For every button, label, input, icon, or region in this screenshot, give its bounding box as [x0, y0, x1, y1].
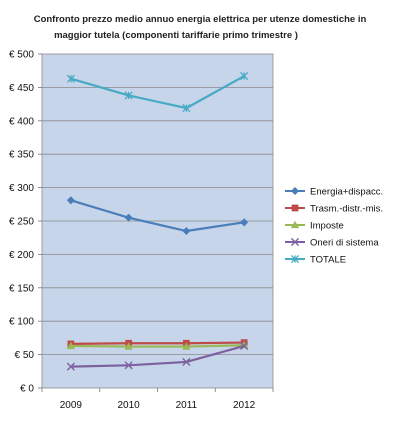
- data-point-marker: [182, 226, 191, 236]
- series-line: [70, 199, 245, 233]
- y-tick-label: € 100: [9, 317, 34, 328]
- chart-title-line-1: Confronto prezzo medio annuo energia ele…: [34, 14, 367, 25]
- data-point-marker: [291, 204, 299, 212]
- data-point-marker: [182, 357, 191, 367]
- data-point-marker: [124, 361, 133, 370]
- data-point-marker: [66, 362, 75, 371]
- y-tick-label: € 50: [15, 350, 35, 361]
- legend-label: Energia+dispacc.: [310, 187, 383, 198]
- data-point-marker: [124, 342, 133, 350]
- y-tick-label: € 200: [9, 250, 34, 261]
- series-line: [70, 344, 245, 368]
- data-point-marker: [124, 91, 133, 100]
- series-group: [66, 71, 249, 113]
- y-tick-label: € 250: [9, 217, 34, 228]
- legend-label: TOTALE: [310, 255, 346, 266]
- data-point-marker: [290, 254, 300, 264]
- legend-entry: Oneri di sistema: [285, 238, 379, 249]
- legend-label: Imposte: [310, 221, 344, 232]
- y-tick-label: € 300: [9, 183, 34, 194]
- x-tick-label: 2012: [233, 400, 256, 411]
- data-point-marker: [290, 186, 300, 196]
- legend-entry: Trasm.-distr.-mis.: [285, 204, 383, 215]
- y-tick-label: € 0: [20, 384, 34, 395]
- gridlines: [42, 87, 273, 356]
- y-tick-label: € 150: [9, 283, 34, 294]
- data-point-marker: [66, 196, 75, 205]
- data-point-marker: [182, 342, 191, 350]
- data-point-marker: [290, 237, 300, 247]
- legend-entry: Imposte: [285, 221, 344, 232]
- data-point-marker: [240, 71, 249, 81]
- series-line: [70, 75, 245, 110]
- data-point-marker: [182, 104, 191, 113]
- data-point-marker: [290, 220, 300, 229]
- data-point-marker: [66, 74, 75, 83]
- series-line: [70, 344, 245, 348]
- data-point-marker: [240, 341, 249, 351]
- data-point-marker: [66, 341, 75, 350]
- x-tick-label: 2011: [176, 400, 198, 411]
- series-group: [66, 341, 249, 371]
- x-tick-label: 2009: [60, 400, 83, 411]
- axes: € 0 € 50 € 100 € 150 € 200 € 250 € 300 € 350 € 4…: [9, 50, 274, 411]
- series-group: [66, 196, 249, 236]
- legend-entry: Energia+dispacc.: [285, 187, 383, 198]
- legend-label: Trasm.-distr.-mis.: [310, 204, 383, 215]
- chart-title-line-2: maggior tutela (componenti tariffarie pr…: [54, 30, 298, 41]
- legend-entry: TOTALE: [285, 255, 346, 266]
- x-tick-label: 2010: [118, 400, 141, 411]
- y-tick-label: € 500: [9, 50, 34, 61]
- data-point-marker: [124, 213, 133, 222]
- y-tick-label: € 450: [9, 83, 34, 94]
- series-line: [70, 341, 245, 346]
- legend: Energia+dispacc. Trasm.-distr.-mis. Impost…: [285, 187, 383, 266]
- legend-label: Oneri di sistema: [310, 238, 379, 249]
- y-tick-label: € 350: [9, 150, 34, 161]
- series-layer: [66, 71, 249, 371]
- data-point-marker: [240, 218, 249, 227]
- y-tick-label: € 400: [9, 116, 34, 127]
